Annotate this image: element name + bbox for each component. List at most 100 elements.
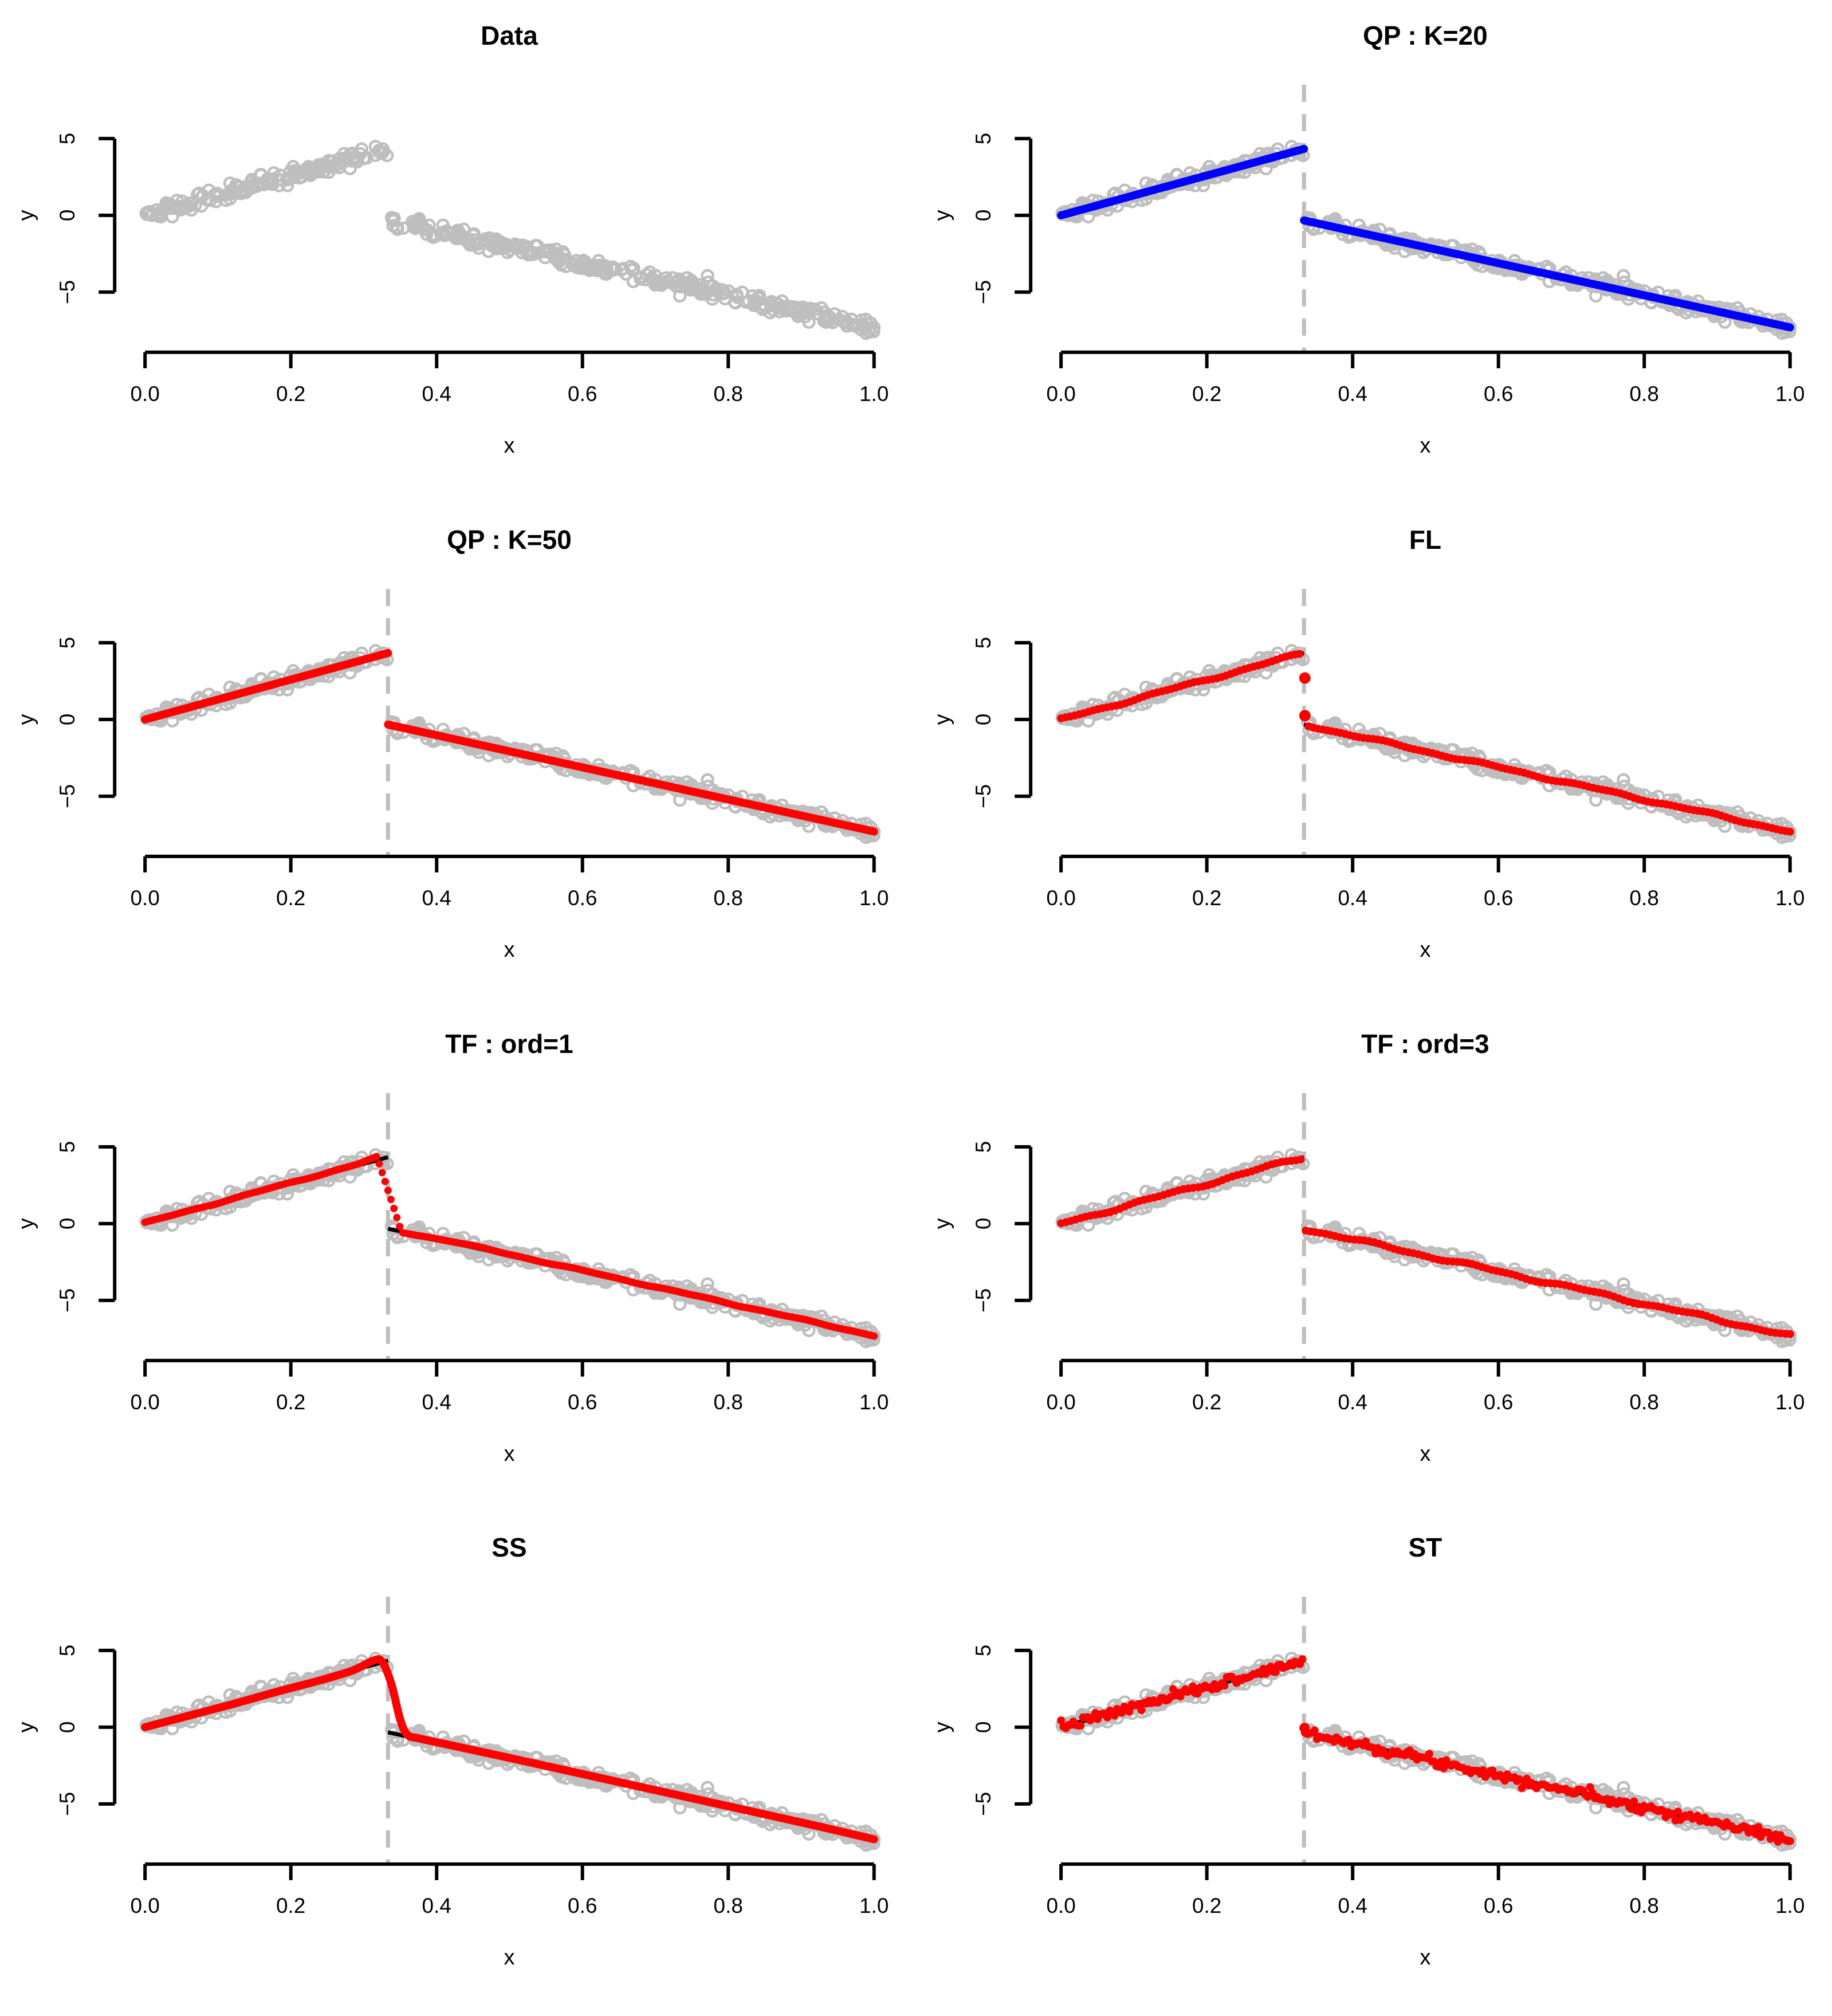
x-tick-label: 0.4 xyxy=(422,1390,451,1413)
panel-qp-k50: QP : K=50 0.0 0.2 0.4 0.6 0.8 1.0 −5 0 5 x y xyxy=(0,504,916,1008)
fit-dot xyxy=(1296,1155,1305,1164)
x-tick-label: 0.4 xyxy=(422,1894,451,1917)
axes xyxy=(99,1649,876,1881)
fit-dot xyxy=(1220,1681,1229,1690)
fit-dots xyxy=(1057,1655,1794,1846)
fit-curve xyxy=(141,1655,878,1844)
x-tick-label: 1.0 xyxy=(859,382,889,406)
fit-dots xyxy=(141,1153,878,1340)
y-tick-label: −5 xyxy=(56,784,79,808)
x-tick-label: 1.0 xyxy=(859,886,889,910)
x-tick-label: 0.0 xyxy=(130,382,159,406)
panel-tf-ord1: TF : ord=1 0.0 0.2 0.4 0.6 0.8 1.0 −5 0 5 x y xyxy=(0,1008,916,1512)
data-point xyxy=(600,262,614,276)
y-tick-label: −5 xyxy=(972,280,995,304)
data-point xyxy=(360,151,374,165)
x-tick-label: 0.6 xyxy=(568,1390,597,1413)
x-tick-label: 0.2 xyxy=(276,1894,305,1917)
fit-line xyxy=(141,649,878,836)
data-point xyxy=(651,274,665,288)
x-axis-title: x xyxy=(1420,1441,1430,1465)
data-point xyxy=(592,254,606,268)
fit-dot xyxy=(384,1186,392,1194)
x-tick-label: 0.2 xyxy=(276,1390,305,1413)
data-point xyxy=(450,231,465,245)
y-tick-label: −5 xyxy=(56,280,79,304)
panel-tf-ord3: TF : ord=3 0.0 0.2 0.4 0.6 0.8 1.0 −5 0 5 x y xyxy=(916,1008,1832,1512)
axes xyxy=(1015,136,1792,368)
y-axis-title: y xyxy=(14,1218,38,1229)
data-point xyxy=(739,295,753,309)
y-tick-label: 5 xyxy=(972,133,995,145)
data-point xyxy=(478,235,492,249)
fit-dot xyxy=(1125,1707,1134,1716)
data-point xyxy=(343,148,357,162)
x-tick-label: 0.6 xyxy=(1484,886,1513,910)
x-axis-title: x xyxy=(1420,938,1430,962)
data-point xyxy=(280,171,294,186)
data-point xyxy=(1617,269,1630,283)
fit-segment xyxy=(141,649,392,724)
y-tick-label: 0 xyxy=(972,210,995,222)
data-point xyxy=(428,229,442,243)
x-tick-label: 0.8 xyxy=(714,382,743,406)
x-tick-label: 0.2 xyxy=(1192,886,1221,910)
y-tick-label: 0 xyxy=(56,1217,79,1229)
data-point xyxy=(547,245,560,260)
data-point xyxy=(709,284,724,298)
y-axis-title: y xyxy=(930,1218,954,1229)
fit-dot xyxy=(390,1204,398,1212)
x-tick-label: 0.6 xyxy=(568,382,597,406)
data-point xyxy=(684,283,698,297)
data-point xyxy=(776,300,790,314)
y-tick-label: 0 xyxy=(56,210,79,222)
axes xyxy=(99,640,876,873)
x-tick-label: 0.0 xyxy=(130,886,159,910)
fit-dot xyxy=(375,1160,383,1168)
x-axis-title: x xyxy=(1420,434,1430,458)
fit-dot xyxy=(1786,1330,1794,1338)
x-axis-title: x xyxy=(504,1441,514,1465)
x-tick-label: 0.2 xyxy=(1192,1390,1221,1413)
x-tick-label: 0.2 xyxy=(276,886,305,910)
data-point xyxy=(467,227,481,241)
axes xyxy=(99,136,876,368)
x-tick-label: 0.0 xyxy=(130,1390,159,1413)
fit-dot xyxy=(1425,1750,1433,1758)
y-tick-label: 0 xyxy=(972,1217,995,1229)
y-tick-label: 0 xyxy=(56,713,79,725)
x-tick-label: 1.0 xyxy=(859,1894,889,1917)
y-tick-label: 0 xyxy=(972,713,995,725)
x-axis-title: x xyxy=(504,434,514,458)
y-tick-label: 5 xyxy=(972,1141,995,1153)
x-tick-label: 0.6 xyxy=(1484,1390,1513,1413)
data-point xyxy=(706,288,720,302)
x-tick-label: 0.4 xyxy=(422,382,451,406)
x-tick-label: 0.8 xyxy=(1630,886,1659,910)
y-axis-title: y xyxy=(14,210,38,221)
data-point xyxy=(170,194,184,207)
fit-dot xyxy=(1271,1668,1280,1676)
fit-dot xyxy=(1188,1682,1197,1691)
x-tick-label: 0.6 xyxy=(568,1894,597,1917)
data-point xyxy=(643,265,657,279)
x-tick-label: 1.0 xyxy=(1775,1390,1805,1413)
x-tick-label: 0.6 xyxy=(1484,382,1513,406)
data-point xyxy=(154,210,168,224)
x-tick-label: 0.8 xyxy=(1630,382,1659,406)
data-point xyxy=(273,168,287,182)
data-point xyxy=(669,279,683,293)
axes xyxy=(1015,1145,1792,1377)
data-point xyxy=(161,199,175,214)
x-tick-label: 0.4 xyxy=(1338,382,1367,406)
data-point xyxy=(280,179,294,192)
data-point xyxy=(693,284,707,298)
data-point xyxy=(1617,773,1630,787)
y-axis-title: y xyxy=(930,714,954,725)
panel-title: Data xyxy=(481,21,538,50)
x-axis-title: x xyxy=(504,938,514,962)
